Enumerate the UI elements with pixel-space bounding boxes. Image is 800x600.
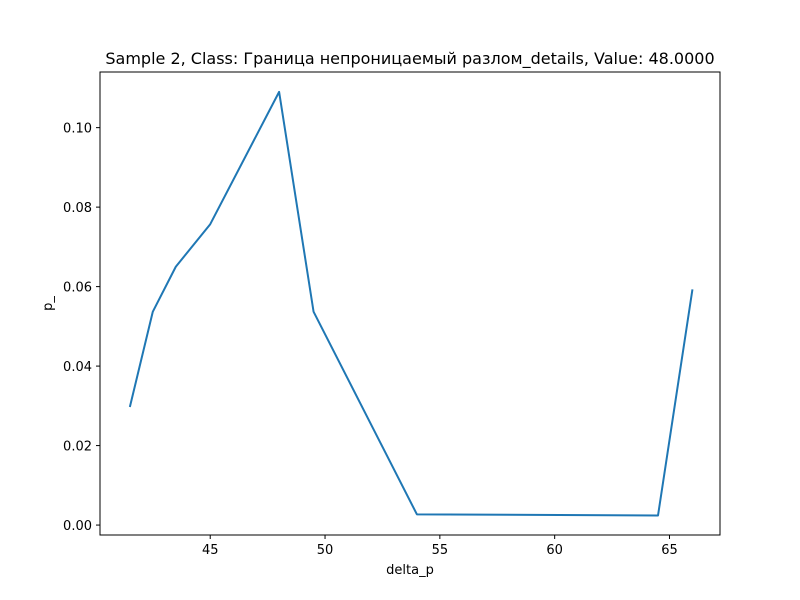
y-axis-label: p_ [41,296,56,311]
y-tick-label: 0.10 [63,122,92,137]
chart-title: Sample 2, Class: Граница непроницаемый р… [105,49,714,69]
y-tick-label: 0.04 [63,360,92,375]
x-axis: 45 50 55 60 65 [202,535,678,558]
y-tick-label: 0.00 [63,519,92,534]
x-tick-label: 45 [202,543,219,558]
series-layer [128,90,694,517]
x-tick-label: 50 [317,543,334,558]
y-tick-label: 0.08 [63,201,92,216]
y-tick-label: 0.02 [63,440,92,455]
series-line [128,90,694,517]
plot-frame [99,71,721,536]
y-tick-label: 0.06 [63,281,92,296]
x-axis-label: delta_p [386,563,434,578]
x-tick-label: 65 [661,543,678,558]
y-axis: 0.00 0.02 0.04 0.06 0.08 0.10 [63,122,100,534]
x-tick-label: 60 [546,543,563,558]
x-tick-label: 55 [432,543,449,558]
